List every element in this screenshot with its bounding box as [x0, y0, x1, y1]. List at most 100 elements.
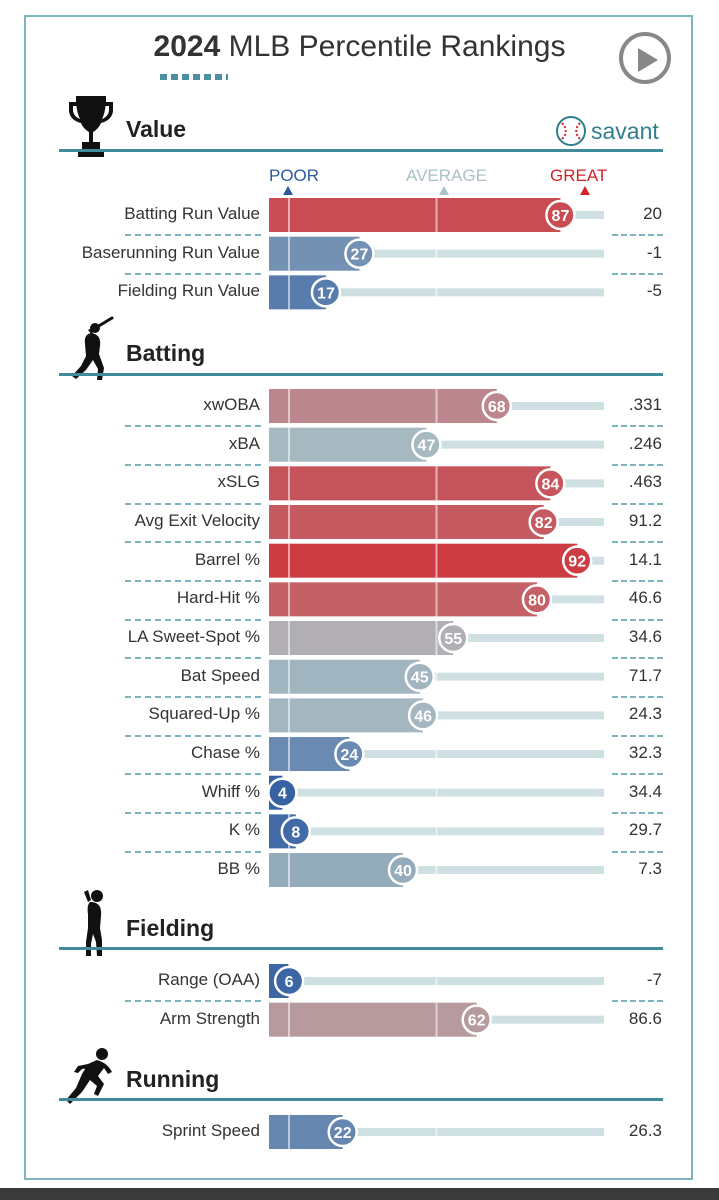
metric-value: 20 — [643, 204, 662, 223]
section-title-fielding: Fielding — [126, 915, 215, 941]
scale-average-label: AVERAGE — [406, 166, 487, 185]
row-divider — [125, 541, 261, 544]
row-divider — [125, 234, 261, 237]
percentile-marker[interactable] — [528, 506, 559, 538]
percentile-bar — [269, 389, 497, 423]
row-divider — [125, 696, 261, 699]
row-divider — [612, 1000, 663, 1003]
percentile-label: 80 — [528, 592, 546, 609]
percentile-bar — [269, 582, 537, 617]
row-divider — [125, 618, 261, 621]
row-divider — [125, 502, 261, 505]
metric-value: 91.2 — [628, 511, 662, 530]
percentile-marker[interactable] — [438, 622, 469, 654]
metric-value: 26.3 — [628, 1121, 662, 1140]
section-divider — [59, 1098, 663, 1101]
percentile-label: 47 — [418, 438, 436, 455]
percentile-bar — [269, 698, 424, 733]
percentile-label: 4 — [278, 786, 287, 803]
percentile-marker[interactable] — [561, 545, 593, 576]
metric-label: BB % — [217, 859, 260, 879]
row-divider — [125, 464, 261, 466]
percentile-marker[interactable] — [404, 661, 435, 692]
row-divider — [612, 273, 663, 275]
page-title: 2024 MLB Percentile Rankings — [0, 30, 719, 64]
row-divider — [125, 773, 261, 776]
percentile-bar — [269, 466, 551, 501]
percentile-label: 27 — [351, 247, 369, 264]
fielder-icon — [76, 888, 112, 963]
metric-value: -1 — [646, 242, 662, 262]
row-divider — [612, 773, 663, 776]
percentile-marker[interactable] — [310, 277, 342, 308]
title-text: MLB Percentile Rankings — [228, 30, 566, 63]
metric-label: Batting Run Value — [124, 204, 260, 223]
row-divider — [612, 734, 663, 737]
metric-value: 24.3 — [628, 704, 662, 724]
metric-label: Range (OAA) — [157, 970, 260, 989]
title-underline — [160, 74, 228, 80]
metric-value: 71.7 — [628, 665, 662, 685]
percentile-marker[interactable] — [387, 854, 419, 886]
percentile-label: 55 — [444, 631, 462, 648]
row-divider — [612, 425, 663, 428]
percentile-marker[interactable] — [334, 738, 365, 770]
section-divider — [59, 947, 663, 950]
baseball-icon — [556, 116, 586, 146]
percentile-bar — [269, 198, 561, 232]
percentile-marker[interactable] — [535, 468, 566, 499]
percentile-label: 87 — [552, 208, 570, 225]
percentile-marker[interactable] — [461, 1004, 492, 1035]
metric-value: 46.6 — [628, 588, 662, 608]
percentile-label: 8 — [291, 824, 300, 841]
metric-value: 34.6 — [628, 627, 662, 647]
percentile-marker[interactable] — [407, 700, 439, 731]
metric-value: -5 — [646, 281, 662, 301]
poor-arrow-icon — [283, 186, 293, 195]
percentile-marker[interactable] — [280, 816, 312, 847]
metric-label: Avg Exit Velocity — [134, 511, 260, 530]
percentile-marker[interactable] — [521, 584, 553, 615]
metric-label: Whiff % — [201, 781, 260, 801]
percentile-label: 22 — [334, 1125, 352, 1142]
scale-great-label: GREAT — [550, 166, 608, 185]
play-button[interactable] — [619, 32, 671, 84]
percentile-bar — [269, 427, 427, 462]
row-divider — [125, 273, 261, 275]
row-divider — [612, 502, 663, 505]
metric-label: Chase % — [191, 743, 260, 763]
percentile-bar — [269, 659, 420, 694]
metric-label: Baserunning Run Value — [81, 242, 260, 262]
metric-value: .463 — [628, 472, 662, 492]
percentile-marker[interactable] — [344, 238, 375, 269]
metric-value: 34.4 — [628, 781, 662, 801]
percentile-marker[interactable] — [273, 965, 305, 997]
metric-value: 29.7 — [628, 820, 662, 840]
percentile-marker[interactable] — [545, 199, 576, 231]
row-divider — [612, 850, 663, 853]
row-divider — [612, 696, 663, 699]
percentile-marker[interactable] — [481, 390, 513, 422]
trophy-icon — [68, 94, 114, 163]
metric-value: 14.1 — [628, 549, 662, 569]
row-divider — [612, 580, 663, 582]
percentile-bar — [269, 505, 544, 540]
percentile-label: 40 — [394, 863, 412, 880]
great-arrow-icon — [580, 186, 590, 195]
percentile-marker[interactable] — [411, 429, 442, 460]
row-divider — [612, 618, 663, 621]
metric-value: .246 — [628, 433, 662, 453]
percentile-marker[interactable] — [327, 1116, 358, 1148]
row-divider — [125, 1000, 261, 1003]
percentile-label: 82 — [535, 515, 553, 532]
percentile-label: 84 — [542, 476, 560, 493]
percentile-marker[interactable] — [267, 777, 298, 808]
metric-label: LA Sweet-Spot % — [127, 627, 260, 647]
percentile-bar — [269, 621, 454, 656]
percentile-label: 17 — [317, 285, 335, 302]
row-divider — [612, 541, 663, 544]
play-icon — [638, 48, 658, 72]
section-divider — [59, 373, 663, 376]
row-divider — [612, 812, 663, 815]
